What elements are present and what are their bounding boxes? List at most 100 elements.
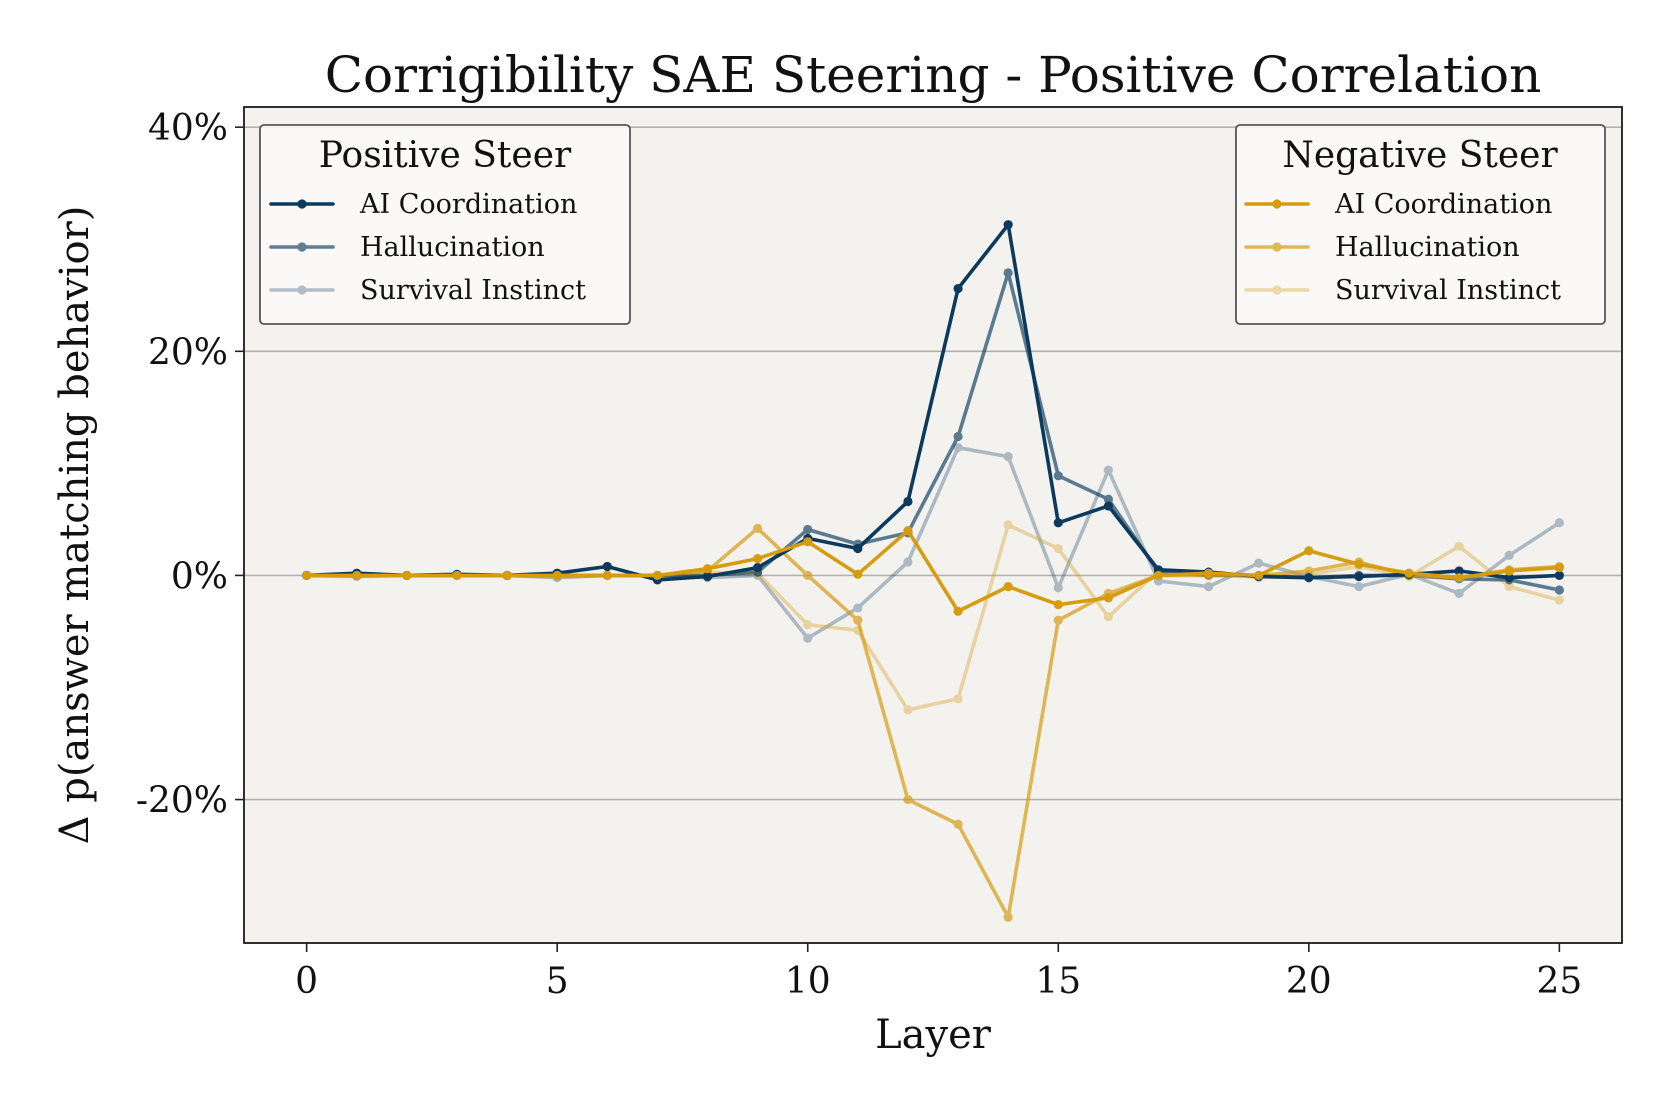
data-point	[1003, 912, 1013, 922]
data-point	[1304, 546, 1314, 556]
series-line	[304, 528, 1562, 614]
legend-entry-handle	[269, 242, 335, 252]
legend-marker-swatch	[1272, 285, 1282, 295]
series-negative-steer-ai-coordination	[302, 526, 1564, 616]
data-point	[953, 819, 963, 829]
data-point	[1204, 568, 1214, 578]
data-point	[1354, 571, 1364, 582]
data-point	[1053, 543, 1063, 554]
legend-marker-swatch	[1272, 199, 1282, 209]
data-point	[903, 705, 913, 715]
data-point	[1504, 582, 1514, 592]
data-point	[953, 443, 963, 453]
legend-entry-handle	[1244, 199, 1310, 209]
legend-entry-label: Hallucination	[1335, 232, 1520, 263]
legend-positive-title: Positive Steer	[319, 135, 572, 176]
data-point	[753, 554, 763, 564]
data-point	[302, 570, 312, 581]
data-point	[753, 562, 763, 573]
data-point	[1554, 570, 1564, 581]
series-group	[302, 220, 1564, 922]
data-point	[1053, 599, 1063, 610]
data-point	[552, 570, 562, 581]
data-point	[1504, 550, 1514, 560]
data-point	[1254, 570, 1264, 581]
data-point	[1103, 612, 1113, 622]
data-point	[803, 570, 813, 581]
x-tick-label: 5	[546, 961, 569, 1002]
data-point	[903, 526, 913, 536]
data-point	[903, 496, 913, 507]
data-point	[1354, 582, 1364, 592]
x-tick-label: 10	[785, 961, 831, 1002]
data-point	[1354, 559, 1364, 569]
data-point	[803, 524, 813, 535]
data-point	[1103, 465, 1113, 475]
legend-entry-label: Survival Instinct	[360, 275, 586, 306]
data-point	[953, 694, 963, 704]
legend-entry-label: Hallucination	[360, 232, 545, 263]
data-point	[1554, 595, 1564, 605]
data-point	[1554, 585, 1564, 595]
data-point	[1454, 573, 1464, 583]
legend-entry-label: Survival Instinct	[1335, 275, 1561, 306]
legend-entry-handle	[269, 199, 335, 209]
plot-frame	[243, 106, 1623, 944]
data-point	[803, 620, 813, 630]
legend-negative-steer: Negative Steer AI Coordination Hallucinat…	[1235, 124, 1606, 325]
data-point	[1304, 566, 1314, 576]
data-point	[1204, 582, 1214, 592]
data-point	[1053, 615, 1063, 625]
data-point	[1454, 566, 1464, 576]
data-point	[702, 564, 713, 574]
x-tick-label: 20	[1286, 961, 1332, 1002]
data-point	[352, 570, 362, 581]
data-point	[853, 603, 863, 613]
legend-marker-swatch	[297, 199, 307, 209]
data-point	[1003, 268, 1013, 278]
data-point	[953, 283, 963, 294]
legend-marker-swatch	[297, 242, 307, 252]
x-axis-label: Layer	[875, 1012, 992, 1058]
data-point	[1053, 518, 1063, 528]
data-point	[1053, 471, 1063, 481]
data-point	[652, 570, 663, 581]
data-point	[1504, 566, 1514, 576]
data-point	[903, 794, 913, 805]
axis-ticks: -20% 0% 20% 40% 0 5 10 15 20 25	[136, 108, 1582, 1002]
data-point	[953, 431, 963, 442]
x-tick-label: 15	[1035, 961, 1081, 1002]
y-tick-label: -20%	[136, 781, 228, 822]
data-point	[1304, 573, 1314, 583]
legend-negative-box	[1235, 124, 1606, 325]
data-point	[1153, 570, 1164, 581]
data-point	[1554, 562, 1564, 573]
data-point	[1103, 494, 1113, 504]
data-point	[502, 570, 512, 581]
chart-title: Corrigibility SAE Steering - Positive Co…	[325, 46, 1542, 104]
data-point	[953, 606, 963, 616]
y-tick-label: 0%	[171, 556, 228, 597]
data-point	[1003, 520, 1013, 530]
data-point	[853, 569, 863, 579]
legend-positive-box	[259, 124, 631, 325]
data-point	[602, 561, 612, 572]
y-tick-label: 40%	[148, 108, 228, 149]
legend-entry-handle	[1244, 285, 1310, 295]
y-tick-label: 20%	[148, 332, 228, 373]
legend-marker-swatch	[297, 285, 307, 295]
data-point	[1103, 501, 1113, 511]
data-point	[853, 543, 863, 554]
data-point	[803, 537, 813, 547]
data-point	[1454, 588, 1464, 598]
data-point	[1404, 568, 1414, 578]
x-tick-label: 0	[295, 961, 318, 1002]
legend-entry-label: AI Coordination	[359, 189, 577, 220]
data-point	[753, 523, 763, 533]
data-point	[1103, 593, 1113, 603]
data-point	[452, 570, 462, 581]
data-point	[1053, 583, 1063, 593]
x-tick-label: 25	[1536, 961, 1582, 1002]
legend-entry-handle	[269, 285, 335, 295]
